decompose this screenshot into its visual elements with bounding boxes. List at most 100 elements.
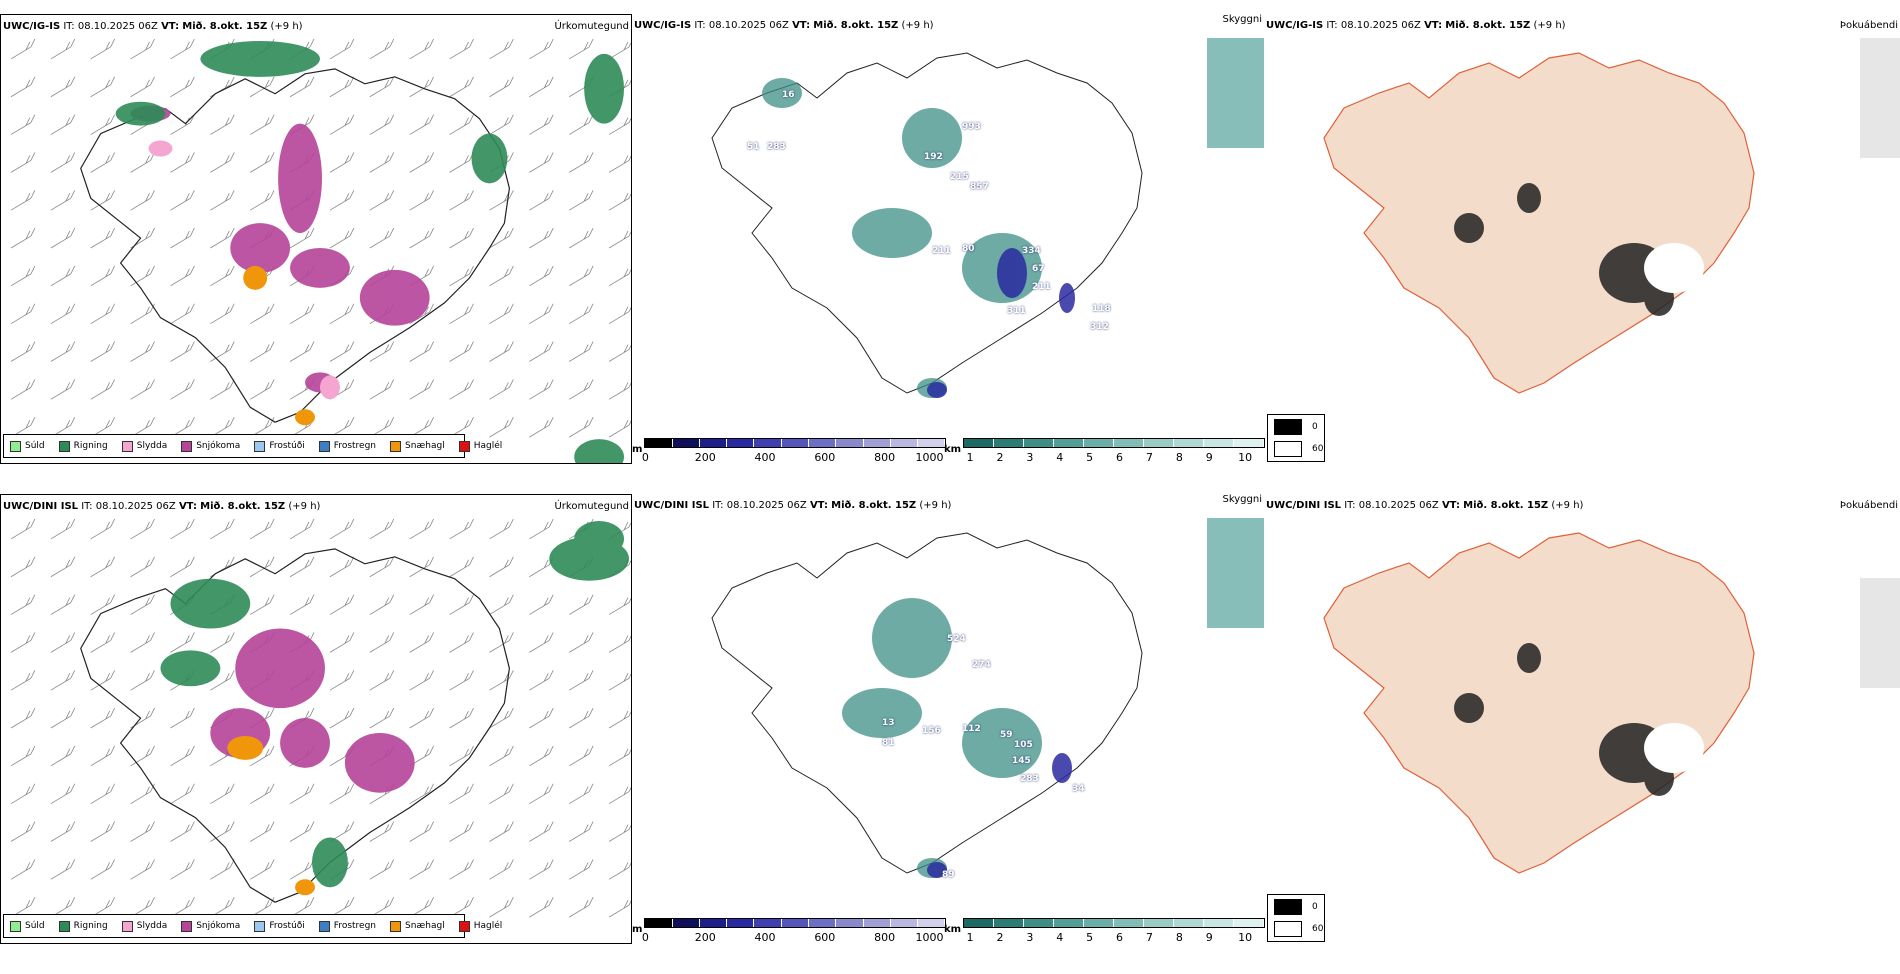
- wind-barb: [608, 41, 631, 60]
- wind-barb: [329, 707, 355, 729]
- cb-tick: 1000: [915, 931, 944, 944]
- model-name: UWC/DINI ISL: [1266, 500, 1342, 511]
- wind-barb: [529, 417, 554, 438]
- wind-barb: [10, 519, 36, 540]
- cb-tick: 0: [641, 451, 649, 464]
- wind-barb: [608, 155, 631, 173]
- visibility-value-label: 857: [970, 182, 989, 192]
- cb-tick: 400: [754, 451, 776, 464]
- wind-barb: [90, 303, 115, 324]
- fog-legend: 0 60: [1267, 414, 1325, 462]
- wind-barb: [10, 227, 36, 249]
- wind-barb: [250, 341, 275, 362]
- wind-barb: [250, 519, 275, 540]
- wind-barb: [369, 76, 395, 98]
- it-label: IT:: [1344, 500, 1356, 511]
- wind-barb: [329, 341, 355, 362]
- wind-barb: [608, 117, 631, 135]
- wind-barb: [250, 594, 275, 615]
- wind-barb: [50, 556, 76, 578]
- wind-barb: [409, 303, 434, 324]
- visibility-panel: UWC/DINI ISL IT: 08.10.2025 06Z VT: Mið.…: [632, 494, 1264, 944]
- vis-tick: 7: [1145, 451, 1153, 464]
- wind-barb: [449, 76, 474, 98]
- precip-type-panel: UWC/DINI ISL IT: 08.10.2025 06Z VT: Mið.…: [0, 494, 632, 944]
- wind-barb: [50, 670, 76, 691]
- vis-tick: 9: [1205, 451, 1213, 464]
- wind-barb: [608, 673, 631, 691]
- visibility-map[interactable]: [632, 38, 1264, 434]
- fog-map[interactable]: [1264, 518, 1900, 914]
- wind-barb: [90, 745, 115, 767]
- cb-tick: 600: [814, 931, 836, 944]
- wind-barb: [289, 594, 315, 615]
- wind-barb: [170, 859, 195, 880]
- wind-barb: [130, 265, 155, 287]
- wind-barb: [10, 632, 36, 653]
- wind-barb: [329, 556, 355, 578]
- precip-map[interactable]: [1, 519, 631, 943]
- wind-barb: [409, 190, 434, 211]
- wind-barb: [329, 190, 355, 211]
- wind-barb: [289, 227, 315, 249]
- wind-barb: [568, 594, 594, 615]
- wind-barb: [449, 265, 474, 287]
- cloudbase-colorbar: m 0 200 400 600 800 1000: [632, 918, 947, 944]
- wind-barb: [210, 265, 235, 287]
- wind-barb: [608, 230, 631, 249]
- it-value: 08.10.2025 06Z: [1340, 20, 1421, 31]
- wind-barb: [10, 39, 36, 60]
- wind-barb: [90, 859, 115, 880]
- visibility-value-label: 118: [1092, 304, 1111, 314]
- legend-item-haglel: Haglél: [455, 440, 507, 452]
- wind-barb: [130, 76, 155, 98]
- wind-barb: [250, 556, 275, 578]
- wind-barb: [10, 379, 36, 400]
- wind-barb: [90, 39, 115, 60]
- wind-barb: [449, 379, 474, 400]
- wind-barb: [529, 303, 554, 324]
- wind-barb: [250, 303, 275, 324]
- wind-barb: [210, 783, 235, 804]
- wind-barb: [130, 632, 155, 653]
- wind-barb: [529, 114, 554, 135]
- precip-map[interactable]: [1, 39, 631, 463]
- wind-barb: [50, 379, 76, 400]
- wind-barb: [529, 519, 554, 540]
- wind-barb: [489, 519, 514, 540]
- wind-barb: [250, 379, 275, 400]
- precip-legend: Súld Rigning Slydda Snjókoma Frostúði Fr…: [3, 914, 502, 938]
- legend-item-frostudi: Frostúði: [250, 440, 308, 452]
- wind-barb: [90, 594, 115, 615]
- wind-barb: [608, 382, 631, 400]
- wind-barb: [90, 783, 115, 804]
- it-label: IT:: [63, 21, 75, 32]
- wind-barb: [608, 268, 631, 287]
- wind-barb: [250, 859, 275, 880]
- wind-barb: [489, 632, 514, 653]
- visibility-map[interactable]: [632, 518, 1264, 914]
- wind-barb: [369, 39, 395, 60]
- wind-barb: [409, 556, 434, 578]
- vt-label: VT:: [1424, 20, 1443, 31]
- vt-value: Mið. 8.okt. 15Z: [813, 20, 899, 31]
- cb-tick: 800: [874, 451, 896, 464]
- wind-barb: [489, 76, 514, 98]
- wind-barb: [489, 670, 514, 691]
- wind-barb: [210, 190, 235, 211]
- vis-tick: 5: [1086, 931, 1094, 944]
- wind-barb: [210, 821, 235, 842]
- wind-barb: [130, 190, 155, 211]
- wind-barb: [529, 745, 554, 767]
- model-name: UWC/DINI ISL: [634, 500, 710, 511]
- wind-barb: [449, 594, 474, 615]
- wind-barb: [10, 190, 36, 211]
- visibility-value-label: 13: [882, 718, 895, 728]
- wind-barb: [130, 670, 155, 691]
- wind-barb: [10, 707, 36, 729]
- it-value: 08.10.2025 06Z: [77, 21, 158, 32]
- it-value: 08.10.2025 06Z: [726, 500, 807, 511]
- vt-label: VT:: [161, 21, 180, 32]
- fog-map[interactable]: [1264, 38, 1900, 434]
- wind-barb: [90, 114, 115, 135]
